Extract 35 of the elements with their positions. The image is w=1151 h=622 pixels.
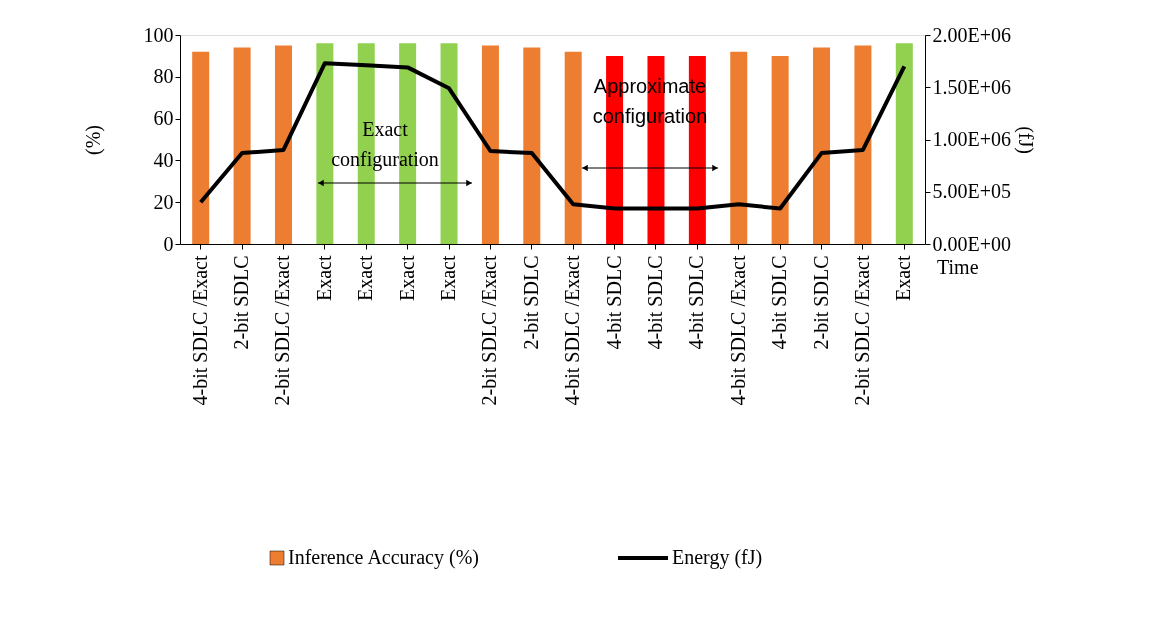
- y2-axis-title: (fJ): [1014, 126, 1037, 154]
- legend-label: Inference Accuracy (%): [288, 546, 479, 569]
- x-tick-label: 4-bit SDLC: [768, 255, 791, 350]
- x-tick-label: 4-bit SDLC /Exact: [561, 255, 584, 406]
- x-tick-label: 4-bit SDLC: [602, 255, 625, 350]
- x-tick-label: Exact: [437, 255, 460, 302]
- y-axis-title: (%): [81, 125, 105, 155]
- x-tick-label: Exact: [312, 255, 335, 302]
- legend-label: Energy (fJ): [672, 546, 763, 569]
- x-tick-label: 4-bit SDLC: [685, 255, 708, 350]
- y-tick-label: 60: [153, 107, 174, 130]
- x-tick-label: 2-bit SDLC /Exact: [850, 255, 873, 406]
- x-axis-title: Time: [937, 256, 979, 278]
- y2-tick-label: 5.00E+05: [932, 180, 1011, 203]
- x-tick-label: Exact: [354, 255, 377, 302]
- x-tick-label: Exact: [395, 255, 418, 302]
- x-tick-label: 2-bit SDLC: [230, 255, 253, 350]
- line-series: [198, 61, 907, 211]
- x-tick-label: 4-bit SDLC /Exact: [188, 255, 211, 406]
- y-tick-label: 20: [153, 190, 174, 213]
- x-tick-label: 4-bit SDLC /Exact: [726, 255, 749, 406]
- x-tick-label: 4-bit SDLC: [643, 255, 666, 350]
- y-tick-label: 100: [143, 23, 174, 46]
- y2-tick-label: 1.50E+06: [932, 75, 1011, 98]
- y-tick-label: 40: [153, 148, 174, 171]
- x-tick-label: Exact: [892, 255, 915, 302]
- y2-tick-label: 0.00E+00: [932, 232, 1011, 255]
- x-tick-label: 2-bit SDLC: [519, 255, 542, 350]
- y-tick-label: 0: [163, 232, 174, 255]
- x-tick-label: 2-bit SDLC: [809, 255, 832, 350]
- y2-tick-label: 2.00E+06: [932, 23, 1011, 46]
- y-tick-label: 80: [153, 65, 174, 88]
- x-tick-label: 2-bit SDLC /Exact: [271, 255, 294, 406]
- x-tick-label: 2-bit SDLC /Exact: [478, 255, 501, 406]
- y2-tick-label: 1.00E+06: [932, 128, 1011, 150]
